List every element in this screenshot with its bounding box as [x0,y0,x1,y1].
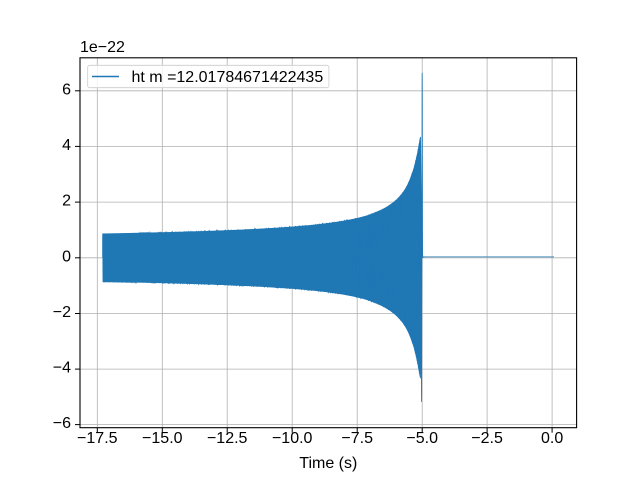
svg-text:−4: −4 [53,360,71,377]
svg-text:−2: −2 [53,304,71,321]
svg-text:−5.0: −5.0 [406,430,438,447]
svg-text:−7.5: −7.5 [341,430,373,447]
svg-text:Time (s): Time (s) [299,455,357,472]
svg-text:−2.5: −2.5 [471,430,503,447]
svg-text:−12.5: −12.5 [207,430,248,447]
svg-text:2: 2 [62,193,71,210]
svg-text:−10.0: −10.0 [272,430,313,447]
svg-text:6: 6 [62,81,71,98]
svg-text:1e−22: 1e−22 [80,39,125,56]
svg-text:0.0: 0.0 [541,430,563,447]
svg-text:4: 4 [62,137,71,154]
svg-text:−6: −6 [53,415,71,432]
svg-text:ht m =12.01784671422435: ht m =12.01784671422435 [132,69,324,86]
svg-text:0: 0 [62,248,71,265]
svg-text:−17.5: −17.5 [77,430,118,447]
svg-text:−15.0: −15.0 [142,430,183,447]
